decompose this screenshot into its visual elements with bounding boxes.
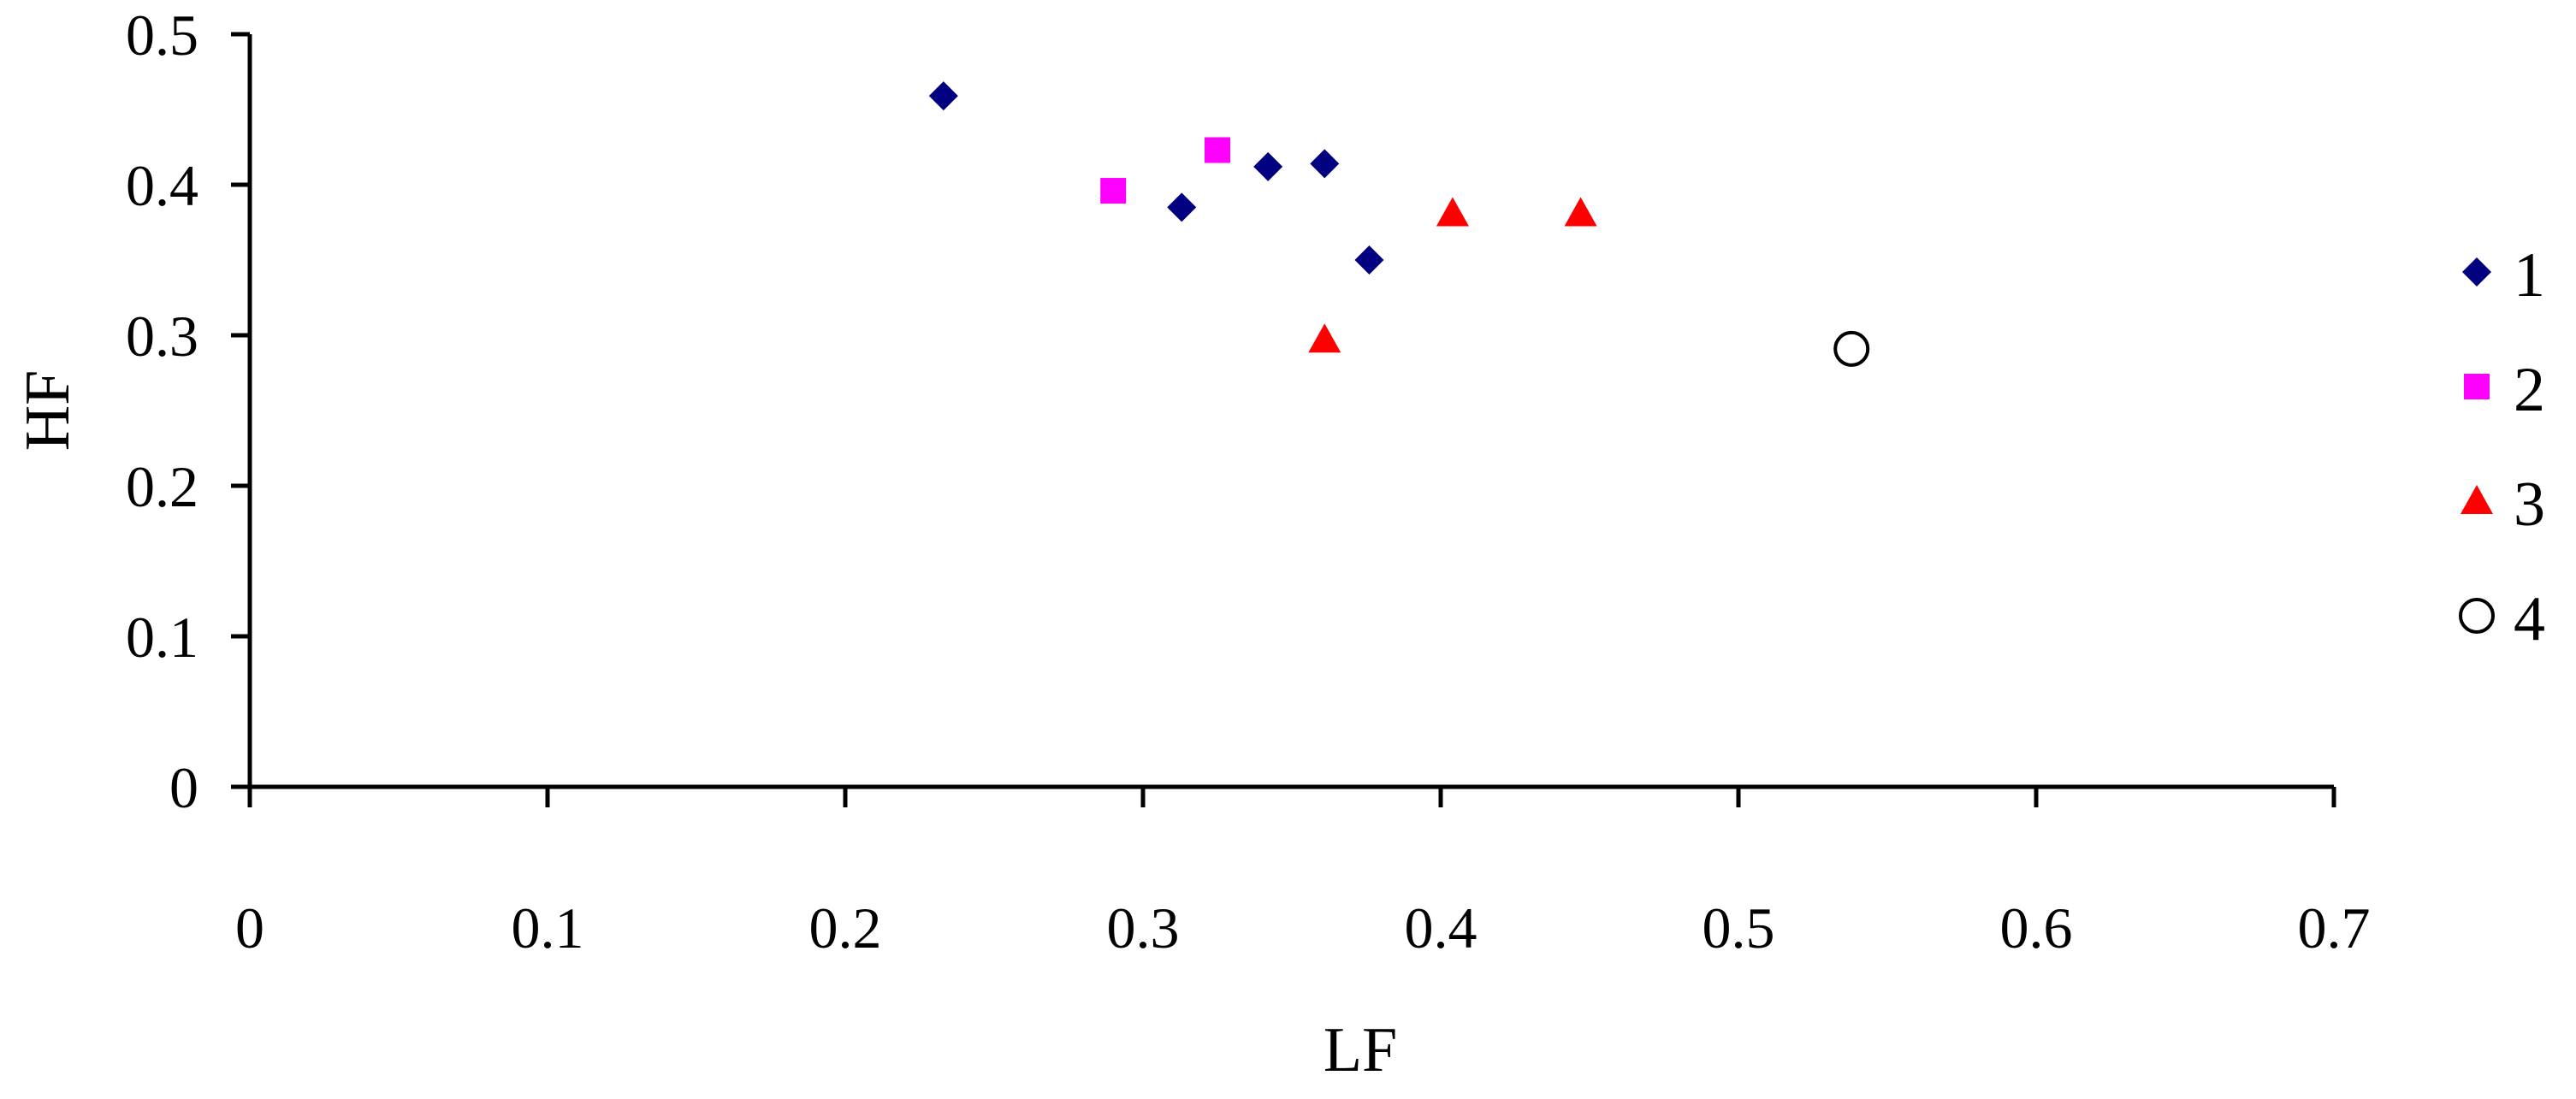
data-point-series-3 [1308,323,1341,353]
data-points [928,81,1870,367]
legend-label-4: 4 [2514,584,2545,654]
y-tick-label: 0.3 [126,304,198,369]
data-point-series-3 [1564,197,1597,227]
data-point-series-1 [1354,245,1384,275]
y-tick-label: 0.1 [126,605,198,670]
y-tick-label: 0.2 [126,454,198,519]
y-tick-label: 0 [169,755,198,820]
x-tick-label: 0.5 [1703,895,1775,960]
x-tick-label: 0 [235,895,264,960]
x-ticks: 0 0.1 0.2 0.3 0.4 0.5 0.6 0.7 [235,787,2371,960]
legend-label-2: 2 [2514,355,2545,425]
data-point-series-1 [1253,151,1283,181]
x-tick-label: 0.4 [1405,895,1477,960]
y-tick-label: 0.5 [126,3,198,68]
legend-marker-1 [2462,257,2491,287]
x-tick-label: 0.3 [1107,895,1180,960]
x-axis-title: LF [1324,1015,1397,1085]
legend-marker-3 [2461,485,2493,514]
y-tick-label: 0.4 [126,153,198,218]
y-axis-title: HF [13,370,83,452]
legend-marker-2 [2464,374,2490,399]
legend-marker-4 [2459,598,2495,634]
data-point-series-1 [928,81,958,111]
data-point-series-1 [1167,192,1197,222]
x-tick-label: 0.2 [809,895,882,960]
legend: 1 2 3 4 [2459,240,2545,654]
y-ticks: 0 0.1 0.2 0.3 0.4 0.5 [126,3,250,820]
data-point-series-4 [1833,330,1870,367]
legend-label-3: 3 [2514,470,2545,540]
data-point-series-3 [1436,197,1469,227]
x-tick-label: 0.1 [512,895,584,960]
axes [247,34,2334,789]
data-point-series-1 [1310,149,1340,179]
x-tick-label: 0.6 [2000,895,2073,960]
legend-label-1: 1 [2514,240,2545,310]
data-point-series-2 [1100,178,1127,204]
x-tick-label: 0.7 [2298,895,2371,960]
data-point-series-2 [1205,137,1230,163]
